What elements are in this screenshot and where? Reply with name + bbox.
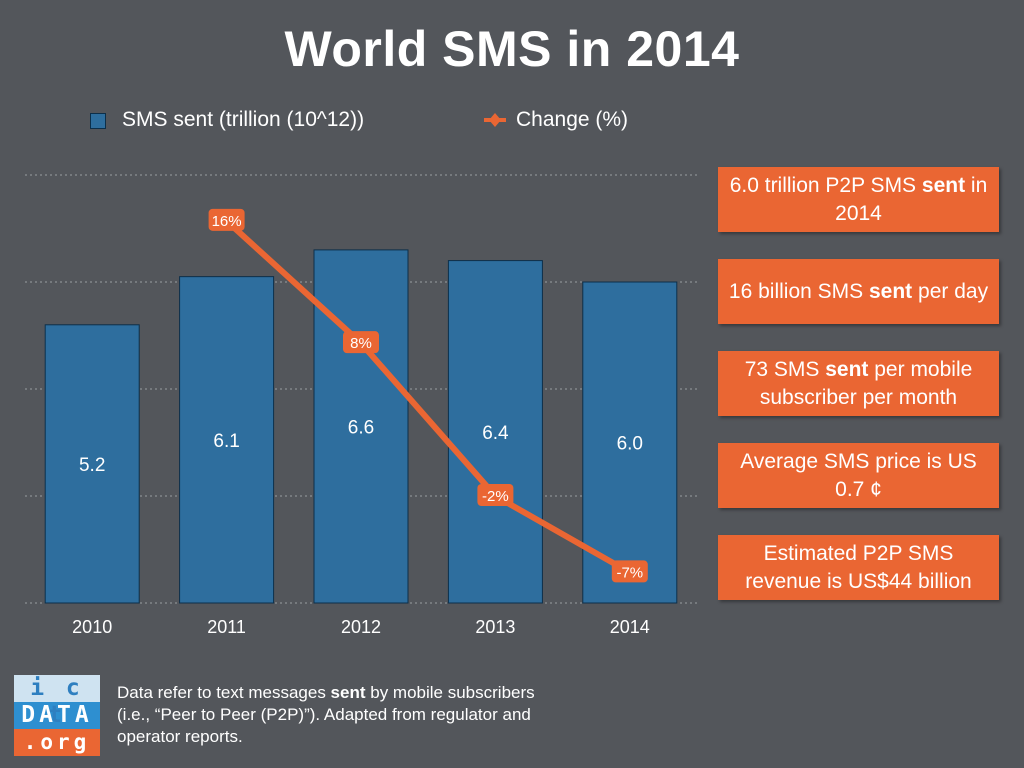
fact-text: Estimated P2P SMS revenue is US$44 billi… <box>718 540 999 596</box>
fact-text-segment: Average SMS price is US 0.7 ¢ <box>740 449 977 501</box>
footnote-segment: Data refer to text messages <box>117 683 331 702</box>
fact-text-segment: 73 SMS <box>744 357 826 381</box>
footnote: Data refer to text messages sent by mobi… <box>117 682 537 748</box>
fact-box: 16 billion SMS sent per day <box>718 259 999 324</box>
legend-line-label: Change (%) <box>516 108 629 131</box>
bar-value-label: 6.0 <box>617 434 643 455</box>
legend-bars: SMS sent (trillion (10^12)) <box>90 108 364 132</box>
fact-text-segment: sent <box>921 173 966 197</box>
fact-text-segment: 16 billion SMS <box>728 279 869 303</box>
fact-box: Average SMS price is US 0.7 ¢ <box>718 443 999 508</box>
footnote-segment: sent <box>330 683 366 702</box>
x-tick-label: 2012 <box>341 617 381 637</box>
logo-row-data: DATA <box>14 702 100 729</box>
legend-line-marker-icon <box>484 113 506 127</box>
bar-2011 <box>179 276 275 604</box>
ictdata-logo: i c t DATA .org <box>14 675 100 757</box>
fact-text-segment: per day <box>912 279 989 303</box>
footnote-segment: by mobile subscribers (i.e., “Peer to Pe… <box>117 683 535 746</box>
fact-text-segment: sent <box>869 279 913 303</box>
bar-2013 <box>447 260 543 604</box>
fact-text-segment: Estimated P2P SMS revenue is US$44 billi… <box>745 541 972 593</box>
bar-2012 <box>313 249 409 604</box>
legend-line: Change (%) <box>482 108 628 132</box>
bar-2014 <box>582 281 678 604</box>
page-title: World SMS in 2014 <box>284 21 740 77</box>
fact-text: 6.0 trillion P2P SMS sent in 2014 <box>718 172 999 228</box>
x-tick-label: 2011 <box>207 617 246 637</box>
bar-value-label: 6.6 <box>348 417 374 438</box>
change-point-label: -2% <box>482 488 509 505</box>
bar-value-label: 6.1 <box>213 431 239 452</box>
bar-value-label: 5.2 <box>79 455 105 476</box>
fact-box: 6.0 trillion P2P SMS sent in 2014 <box>718 167 999 232</box>
bar-2010 <box>44 324 140 604</box>
fact-text-segment: per mobile subscriber per month <box>759 357 973 409</box>
x-tick-label: 2010 <box>72 617 112 637</box>
fact-box: 73 SMS sent per mobile subscriber per mo… <box>718 351 999 416</box>
change-point-marker <box>477 484 514 506</box>
change-point-marker <box>343 331 379 354</box>
x-tick-label: 2013 <box>475 617 515 637</box>
change-line <box>224 218 632 576</box>
change-point-marker <box>208 208 245 231</box>
fact-text-segment: sent <box>825 357 869 381</box>
legend-bars-label: SMS sent (trillion (10^12)) <box>122 108 365 131</box>
x-tick-label: 2014 <box>610 617 650 637</box>
logo-row-ict: i c t <box>14 675 100 728</box>
fact-text-segment: 6.0 trillion P2P SMS <box>729 173 922 197</box>
change-point-label: -7% <box>616 564 643 581</box>
bar-value-label: 6.4 <box>482 423 509 444</box>
legend-bar-swatch <box>90 113 106 129</box>
change-point-label: 8% <box>350 335 372 352</box>
change-point-label: 16% <box>212 213 242 230</box>
logo-row-org: .org <box>14 729 100 756</box>
change-point-marker <box>611 560 648 583</box>
fact-text: 16 billion SMS sent per day <box>723 278 994 306</box>
fact-text-segment: in 2014 <box>835 173 988 225</box>
fact-box: Estimated P2P SMS revenue is US$44 billi… <box>718 535 999 600</box>
fact-text: 73 SMS sent per mobile subscriber per mo… <box>718 356 999 412</box>
fact-text: Average SMS price is US 0.7 ¢ <box>718 448 999 504</box>
